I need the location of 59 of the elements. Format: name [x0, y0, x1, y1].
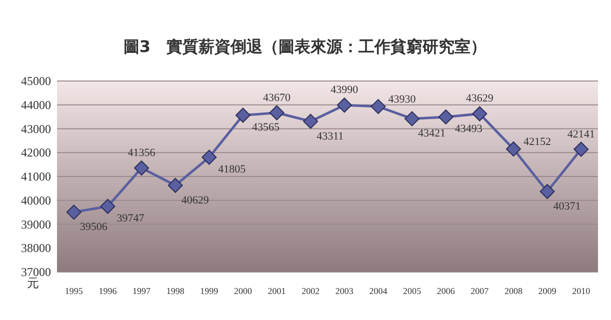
data-label: 42152 — [523, 136, 551, 148]
x-tick-label: 1998 — [166, 286, 185, 296]
data-label: 43629 — [466, 92, 494, 105]
y-axis-title: 元 — [27, 276, 39, 290]
x-tick-label: 2004 — [369, 286, 388, 296]
data-label: 40629 — [181, 194, 210, 206]
x-tick-label: 2000 — [234, 286, 252, 296]
point — [472, 106, 488, 122]
point — [404, 111, 420, 126]
data-label: 39506 — [80, 221, 108, 234]
x-tick-label: 2007 — [470, 286, 490, 296]
data-label: 43990 — [330, 84, 359, 96]
x-tick-label: 2005 — [403, 286, 422, 296]
x-tick-label: 2006 — [436, 286, 456, 296]
y-tick-label: 37000 — [21, 265, 51, 279]
x-tick-label: 1997 — [132, 286, 152, 296]
x-tick-label: 2008 — [504, 286, 523, 296]
data-label: 42141 — [567, 128, 595, 140]
point — [235, 108, 250, 123]
x-tick-label: 1996 — [98, 286, 118, 296]
y-tick-label: 39000 — [21, 217, 51, 232]
y-tick-label: 45000 — [21, 74, 51, 88]
data-label: 43421 — [418, 128, 446, 140]
point — [202, 150, 217, 165]
data-label: 43493 — [454, 122, 483, 135]
y-tick-label: 44000 — [21, 98, 51, 112]
point — [168, 178, 183, 193]
point — [540, 184, 555, 200]
x-tick-label: 1999 — [200, 286, 219, 296]
point — [100, 198, 116, 214]
point — [134, 160, 150, 176]
y-tick-label: 43000 — [21, 122, 51, 136]
data-label: 40371 — [553, 200, 581, 213]
y-tick-label: 41000 — [21, 170, 51, 184]
x-tick-label: 2001 — [268, 286, 286, 296]
data-label: 43311 — [316, 130, 344, 142]
point — [66, 204, 82, 220]
point — [336, 98, 352, 113]
data-label: 43670 — [263, 92, 292, 104]
point — [370, 99, 386, 114]
y-tick-label: 42000 — [21, 146, 51, 160]
point — [574, 142, 589, 157]
data-label: 39747 — [116, 212, 145, 224]
data-label: 43565 — [252, 121, 280, 134]
point — [506, 141, 521, 156]
x-tick-label: 2009 — [538, 286, 557, 296]
point — [269, 105, 284, 120]
chart-title: 圖3 實質薪資倒退（圖表來源：工作貧窮研究室） — [123, 37, 487, 56]
x-tick-label: 1995 — [64, 286, 84, 296]
y-tick-label: 38000 — [21, 241, 51, 256]
x-tick-label: 2002 — [302, 286, 320, 296]
data-label: 41805 — [218, 163, 246, 176]
x-tick-label: 2003 — [335, 286, 354, 296]
data-label: 41356 — [128, 147, 156, 159]
x-tick-label: 2010 — [572, 286, 591, 296]
point — [438, 109, 454, 124]
y-tick-label: 40000 — [21, 193, 51, 208]
point — [303, 114, 318, 129]
data-label: 43930 — [388, 94, 416, 106]
